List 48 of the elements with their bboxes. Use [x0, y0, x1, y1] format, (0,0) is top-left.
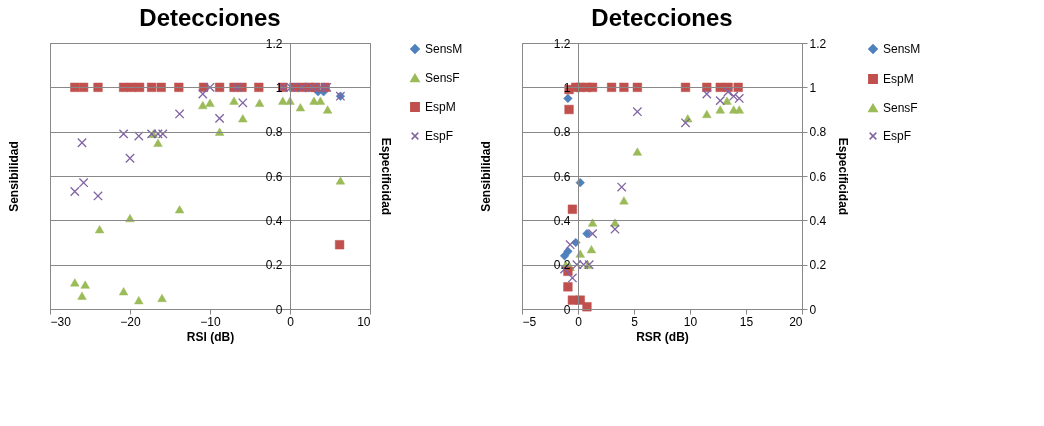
legend-label: SensF	[425, 71, 460, 85]
y2-tick-label: 0.2	[809, 258, 827, 273]
legend-label: EspM	[883, 72, 914, 86]
y2-axis-title: Especificidad	[378, 137, 393, 216]
y-tick-label: 0.4	[265, 213, 283, 228]
y-tick-label: 0.8	[553, 125, 571, 140]
y2-tick-label: 0.4	[809, 213, 827, 228]
x-tick-label: 10	[357, 314, 371, 329]
y-tick-label: 1	[275, 80, 283, 95]
y2-tick-label: 0.8	[809, 125, 827, 140]
legend-label: EspF	[883, 129, 912, 143]
x-tick-label: −5	[522, 314, 537, 329]
y2-tick-label: 0.6	[809, 169, 827, 184]
x-tick-label: 0	[575, 314, 583, 329]
y2-tick-label: 1.2	[809, 36, 827, 51]
y-tick-label: 0.6	[553, 169, 571, 184]
y-tick-label: 0	[563, 302, 571, 317]
y-tick-label: 0.2	[265, 258, 283, 273]
y-tick-label: 0.8	[265, 125, 283, 140]
y-tick-label: 1.2	[265, 36, 283, 51]
x-tick-label: −10	[200, 314, 221, 329]
y-tick-label: 0.2	[553, 258, 571, 273]
x-tick-label: 10	[683, 314, 698, 329]
y-tick-label: 0.6	[265, 169, 283, 184]
y-axis-title: Sensibilidad	[6, 141, 21, 212]
legend-label: SensM	[883, 42, 921, 56]
x-tick-label: 20	[789, 314, 803, 329]
x-axis-title: RSR (dB)	[636, 329, 689, 344]
x-tick-label: 0	[287, 314, 295, 329]
y2-tick-label: 1	[809, 80, 817, 95]
y-tick-label: 1.2	[553, 36, 571, 51]
legend-label: EspF	[425, 129, 454, 143]
x-tick-label: 5	[631, 314, 639, 329]
chart-title: Detecciones	[591, 4, 733, 31]
chart-title: Detecciones	[139, 4, 281, 31]
x-axis-title: RSI (dB)	[186, 329, 235, 344]
y-tick-label: 0	[275, 302, 283, 317]
x-tick-label: −20	[120, 314, 141, 329]
legend-label: SensM	[425, 42, 463, 56]
x-tick-label: −30	[50, 314, 72, 329]
y-tick-label: 1	[563, 80, 571, 95]
legend-label: EspM	[425, 100, 456, 114]
y2-tick-label: 0	[809, 302, 817, 317]
x-tick-label: 15	[739, 314, 754, 329]
y-tick-label: 0.4	[553, 213, 571, 228]
y2-axis-title: Especificidad	[836, 137, 851, 216]
legend-label: SensF	[883, 101, 918, 115]
y-axis-title: Sensibilidad	[478, 141, 493, 212]
